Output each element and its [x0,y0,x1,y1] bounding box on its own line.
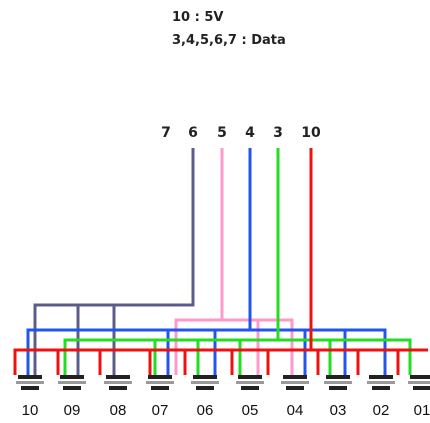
connectors [16,375,430,390]
wire-pin4-bus [26,328,387,375]
connector-02 [367,375,395,390]
device-label-06: 06 [197,402,214,419]
pin-label-6: 6 [188,125,198,141]
device-label-08: 08 [110,402,127,419]
device-label-07: 07 [152,402,169,419]
device-label-05: 05 [242,402,259,419]
pin-label-4: 4 [245,125,255,141]
device-label-02: 02 [373,402,390,419]
connector-05 [236,375,264,390]
wire-pin3-bus [63,338,412,375]
connector-07 [146,375,174,390]
device-label-10: 10 [22,402,39,419]
pin-label-7: 7 [161,125,171,141]
connector-01 [408,375,430,390]
wire-pin5-bus [174,318,294,375]
pin-label-5: 5 [217,125,227,141]
legend-5v: 10 : 5V [172,10,224,25]
connector-06 [191,375,219,390]
device-label-03: 03 [330,402,347,419]
connector-04 [281,375,309,390]
connector-03 [324,375,352,390]
connector-08 [104,375,132,390]
device-label-09: 09 [64,402,81,419]
pin-label-3: 3 [273,125,283,141]
device-label-04: 04 [287,402,304,419]
pin-label-10: 10 [301,125,321,141]
connector-10 [16,375,44,390]
connector-09 [58,375,86,390]
wire-pin10-bus [13,348,428,375]
wires [13,148,428,375]
legend-data: 3,4,5,6,7 : Data [172,33,286,48]
device-label-01: 01 [414,402,430,419]
